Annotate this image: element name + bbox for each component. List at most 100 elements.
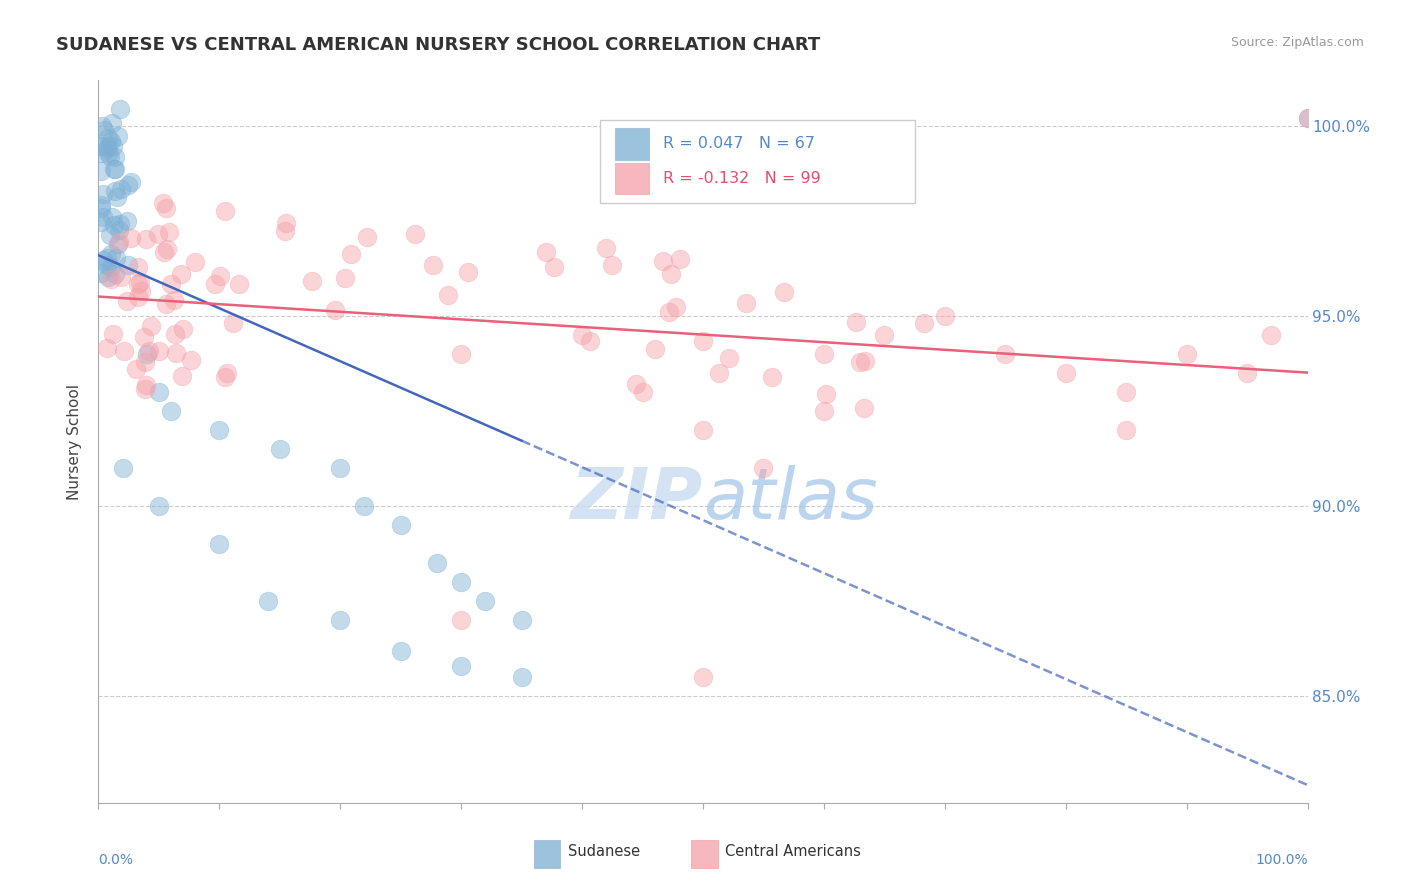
Point [148,343,170,358]
Point [534,244,557,259]
FancyBboxPatch shape [690,840,717,868]
Point [96,258,118,272]
Point [93,123,115,137]
Point [103,184,125,198]
Point [873,328,896,343]
FancyBboxPatch shape [614,128,648,160]
Point [104,150,127,164]
Point [170,369,193,384]
Text: Source: ZipAtlas.com: Source: ZipAtlas.com [1230,36,1364,49]
Point [156,242,179,256]
Point [426,556,449,570]
Point [135,378,157,392]
Point [692,423,714,437]
Point [221,316,243,330]
Point [274,216,297,230]
Point [100,247,122,261]
Point [631,385,654,400]
Point [135,347,157,361]
FancyBboxPatch shape [534,840,561,868]
Point [108,217,131,231]
Point [165,327,187,342]
Point [107,237,129,252]
Point [100,260,122,274]
Point [163,293,186,308]
Point [90,139,112,153]
Point [665,300,688,314]
Point [579,334,602,349]
Point [148,385,170,400]
Point [214,369,236,384]
Point [595,241,617,255]
Point [155,297,177,311]
Point [669,252,692,267]
Point [184,254,207,268]
Point [994,347,1017,361]
Point [422,259,444,273]
Point [97,131,120,145]
Text: ZIP: ZIP [571,465,703,533]
Point [450,659,472,673]
Point [153,245,176,260]
Point [101,116,124,130]
Point [120,175,142,189]
Point [97,270,120,285]
Point [389,643,412,657]
Point [718,351,741,366]
Point [90,164,112,178]
Point [1236,366,1258,380]
Point [90,119,112,133]
Point [659,267,682,281]
Point [139,318,162,333]
Point [301,274,323,288]
Point [104,251,127,265]
Point [180,353,202,368]
Y-axis label: Nursery School: Nursery School [67,384,83,500]
Point [269,442,291,457]
Point [389,518,412,533]
Point [127,290,149,304]
Point [571,328,593,343]
Point [228,277,250,292]
Point [658,305,681,319]
Point [105,190,128,204]
Point [215,366,238,380]
Point [90,215,112,229]
Point [91,210,114,224]
Point [115,294,138,309]
Point [474,594,496,608]
Point [157,225,180,239]
Point [103,161,125,176]
Point [90,201,112,215]
Point [813,347,835,361]
Point [457,265,479,279]
Point [110,270,132,285]
Point [91,252,114,267]
Point [165,346,187,360]
Text: atlas: atlas [703,465,877,533]
FancyBboxPatch shape [614,162,648,194]
Point [108,223,131,237]
Point [117,258,139,272]
Point [128,277,150,291]
Point [100,272,122,286]
Point [208,423,231,437]
Point [1296,112,1319,126]
Text: SUDANESE VS CENTRAL AMERICAN NURSERY SCHOOL CORRELATION CHART: SUDANESE VS CENTRAL AMERICAN NURSERY SCH… [56,36,821,54]
Point [91,146,114,161]
Point [600,258,623,272]
Point [510,670,533,684]
Point [323,303,346,318]
Point [1115,423,1137,437]
Point [134,355,156,369]
Point [912,316,935,330]
Point [450,613,472,627]
Point [115,214,138,228]
Point [104,162,127,177]
Point [335,271,357,285]
Point [543,260,565,274]
Point [160,277,183,291]
Point [329,613,352,627]
Point [134,382,156,396]
Point [108,235,131,249]
